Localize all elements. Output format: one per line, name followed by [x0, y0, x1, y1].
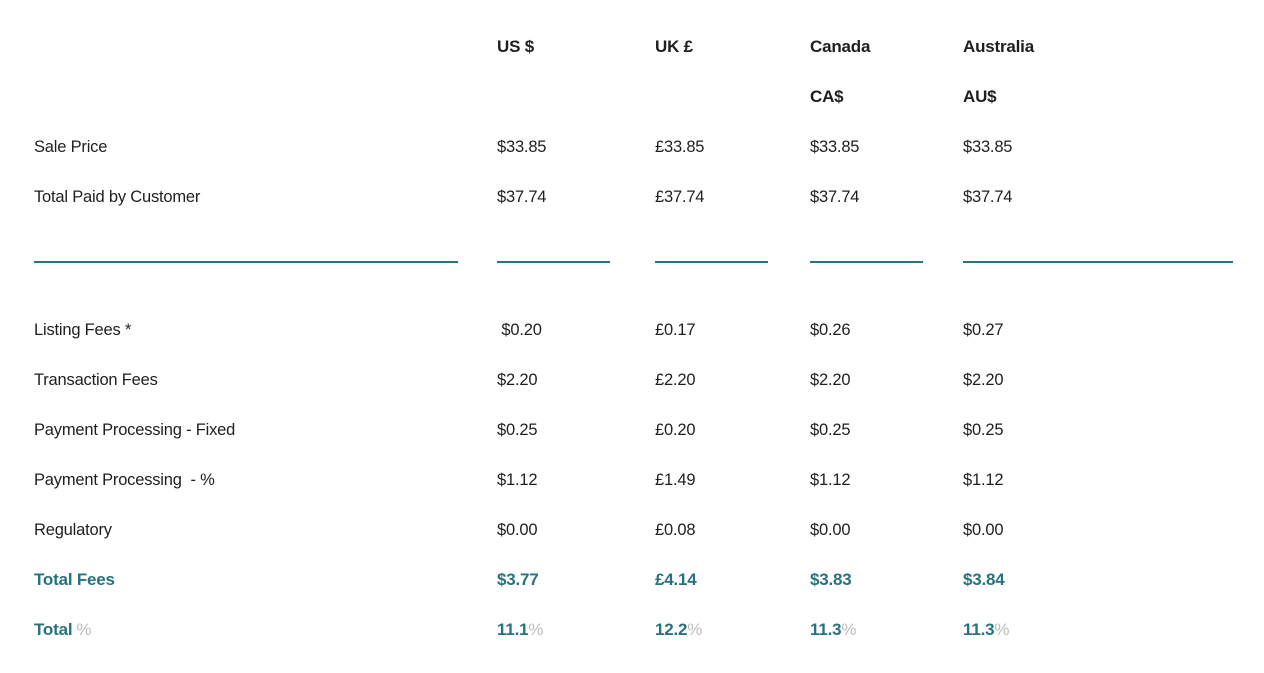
cell-value: £33.85	[655, 137, 705, 156]
row-label: Sale Price	[34, 137, 108, 156]
cell-value: £2.20	[655, 370, 696, 389]
row-label: Payment Processing - %	[34, 470, 215, 489]
cell-value: $1.12	[810, 470, 851, 489]
column-header-uk: UK £	[655, 37, 693, 56]
divider-cell	[655, 222, 810, 263]
cell-value: 11.1%	[497, 620, 655, 640]
table-row-sale-price: Sale Price $33.85 £33.85 $33.85 $33.85	[34, 122, 1264, 172]
column-header-us: US $	[497, 37, 534, 56]
cell-value: £0.20	[655, 420, 696, 439]
cell-value: $2.20	[497, 370, 538, 389]
percent-sign: %	[528, 620, 544, 639]
table-row-payment-processing-percent: Payment Processing - % $1.12 £1.49 $1.12…	[34, 455, 1264, 505]
cell-value: $37.74	[810, 187, 860, 206]
divider-line	[810, 261, 923, 263]
divider-line	[655, 261, 768, 263]
header-row-country: US $ UK £ Canada Australia	[34, 22, 1264, 72]
row-label: Total Fees	[34, 570, 115, 589]
table-row-total-percent: Total% 11.1% 12.2% 11.3% 11.3%	[34, 605, 1264, 655]
total-percent-label: Total	[34, 620, 73, 639]
percent-sign: %	[841, 620, 857, 639]
cell-value: 11.3%	[963, 620, 1264, 640]
cell-value: $37.74	[497, 187, 547, 206]
section-divider	[34, 222, 1264, 305]
cell-value: $0.00	[497, 520, 538, 539]
currency-header-australia: AU$	[963, 87, 997, 106]
cell-value: $1.12	[497, 470, 538, 489]
cell-value: $3.77	[497, 570, 539, 589]
cell-value: $33.85	[963, 137, 1013, 156]
divider-line	[34, 261, 458, 263]
row-label: Payment Processing - Fixed	[34, 420, 236, 439]
percent-sign: %	[687, 620, 703, 639]
table-row-listing-fees: Listing Fees * $0.20 £0.17 $0.26 $0.27	[34, 305, 1264, 355]
divider-cell	[34, 222, 497, 263]
percent-number: 11.3	[810, 620, 842, 639]
cell-value: $0.20	[497, 320, 542, 339]
row-label: Regulatory	[34, 520, 112, 539]
cell-value: £1.49	[655, 470, 696, 489]
divider-cell	[497, 222, 655, 263]
cell-value: $0.00	[963, 520, 1004, 539]
cell-value: $3.83	[810, 570, 852, 589]
table-row-total-fees: Total Fees $3.77 £4.14 $3.83 $3.84	[34, 555, 1264, 605]
cell-value: $37.74	[963, 187, 1013, 206]
cell-value: $0.25	[810, 420, 851, 439]
cell-value: £0.17	[655, 320, 696, 339]
percent-number: 12.2	[655, 620, 688, 639]
column-header-australia: Australia	[963, 37, 1034, 56]
divider-cell	[810, 222, 963, 263]
cell-value: 11.3%	[810, 620, 963, 640]
table-row-payment-processing-fixed: Payment Processing - Fixed $0.25 £0.20 $…	[34, 405, 1264, 455]
cell-value: $3.84	[963, 570, 1005, 589]
table-row-total-paid: Total Paid by Customer $37.74 £37.74 $37…	[34, 172, 1264, 222]
percent-number: 11.1	[497, 620, 529, 639]
cell-value: $0.26	[810, 320, 851, 339]
divider-line	[963, 261, 1233, 263]
divider-line	[497, 261, 610, 263]
cell-value: $2.20	[963, 370, 1004, 389]
row-label: Total%	[34, 620, 497, 640]
divider-cell	[963, 222, 1264, 263]
cell-value: £4.14	[655, 570, 697, 589]
column-header-canada: Canada	[810, 37, 871, 56]
header-row-currency: CA$ AU$	[34, 72, 1264, 122]
cell-value: $0.25	[963, 420, 1004, 439]
cell-value: $1.12	[963, 470, 1004, 489]
cell-value: $33.85	[810, 137, 860, 156]
row-label: Total Paid by Customer	[34, 187, 201, 206]
row-label: Transaction Fees	[34, 370, 158, 389]
cell-value: $2.20	[810, 370, 851, 389]
currency-header-canada: CA$	[810, 87, 844, 106]
cell-value: $0.25	[497, 420, 538, 439]
cell-value: £37.74	[655, 187, 705, 206]
percent-sign: %	[76, 620, 92, 639]
cell-value: $33.85	[497, 137, 547, 156]
table-row-regulatory: Regulatory $0.00 £0.08 $0.00 $0.00	[34, 505, 1264, 555]
percent-number: 11.3	[963, 620, 995, 639]
row-label: Listing Fees *	[34, 320, 132, 339]
cell-value: $0.00	[810, 520, 851, 539]
table-row-transaction-fees: Transaction Fees $2.20 £2.20 $2.20 $2.20	[34, 355, 1264, 405]
cell-value: 12.2%	[655, 620, 810, 640]
cell-value: $0.27	[963, 320, 1004, 339]
cell-value: £0.08	[655, 520, 696, 539]
percent-sign: %	[994, 620, 1010, 639]
